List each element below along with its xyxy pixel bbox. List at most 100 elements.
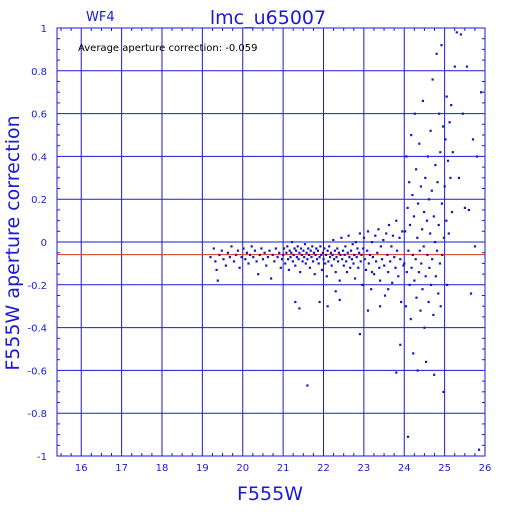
data-point: [328, 245, 331, 248]
chart-title: lmc_u65007: [210, 7, 326, 29]
data-point: [416, 236, 419, 239]
data-point: [437, 223, 440, 227]
data-point: [302, 249, 305, 252]
data-point: [299, 271, 302, 274]
data-point: [451, 151, 454, 154]
data-point: [410, 266, 413, 269]
data-point: [471, 138, 475, 141]
data-point: [295, 249, 298, 252]
y-tick-label: 1: [41, 24, 47, 35]
data-point: [409, 318, 412, 321]
data-point: [439, 151, 442, 154]
data-point: [286, 245, 289, 248]
data-point: [307, 247, 310, 250]
data-point: [417, 202, 420, 205]
data-point: [377, 228, 380, 231]
data-point: [410, 134, 413, 137]
data-point: [308, 266, 311, 269]
y-tick-label: -0.8: [27, 409, 47, 420]
data-point: [247, 262, 250, 265]
data-point: [257, 273, 260, 276]
data-point: [342, 264, 345, 267]
data-point: [263, 251, 266, 254]
x-tick-label: 17: [115, 463, 128, 474]
data-point: [303, 256, 306, 259]
data-point: [389, 260, 392, 263]
data-point: [255, 260, 258, 263]
data-point: [316, 258, 319, 261]
x-tick-label: 21: [277, 463, 290, 474]
data-point: [379, 245, 382, 248]
data-point: [371, 256, 374, 259]
data-point: [387, 223, 391, 227]
data-point: [338, 298, 341, 301]
data-point: [301, 260, 304, 263]
data-point: [336, 247, 339, 250]
data-point: [425, 219, 429, 222]
data-point: [391, 281, 394, 284]
data-point: [477, 448, 481, 451]
data-point: [439, 305, 442, 308]
data-point: [381, 258, 384, 261]
data-point: [317, 262, 320, 265]
data-point: [431, 78, 434, 81]
data-point: [366, 230, 370, 233]
data-point: [230, 245, 233, 248]
data-point: [469, 292, 473, 295]
data-point: [438, 112, 441, 115]
data-point: [352, 262, 355, 265]
data-point: [480, 91, 483, 94]
data-point: [308, 253, 311, 256]
data-point: [350, 258, 353, 261]
data-point: [473, 245, 477, 248]
data-point: [236, 249, 240, 252]
data-point: [435, 52, 438, 55]
data-point: [250, 245, 253, 248]
y-tick-label: 0.6: [31, 110, 47, 121]
data-point: [335, 256, 338, 259]
data-point: [216, 279, 219, 282]
data-point: [278, 251, 281, 254]
data-point: [245, 251, 248, 254]
x-tick-label: 22: [317, 463, 330, 474]
data-point: [320, 268, 324, 271]
panel-label: WF4: [86, 10, 115, 25]
data-point: [349, 249, 353, 252]
data-point: [276, 256, 279, 259]
data-point: [321, 251, 324, 254]
data-point: [419, 309, 422, 312]
data-point: [446, 283, 449, 286]
data-point: [291, 260, 294, 263]
data-point: [306, 258, 309, 261]
data-point: [379, 305, 382, 308]
data-point: [358, 333, 361, 336]
data-point: [349, 266, 352, 269]
data-point: [346, 251, 349, 254]
data-point: [399, 343, 402, 346]
x-tick-label: 24: [398, 463, 411, 474]
data-point: [290, 251, 293, 254]
data-point: [323, 247, 326, 250]
data-point: [300, 253, 303, 256]
data-point: [396, 249, 399, 252]
data-point: [402, 264, 405, 267]
data-point: [297, 258, 300, 261]
tick-labels: 16 17 18 19 20 21 22 23 24 25 26 -1 -0.8 -0.6 -0.4 -0.2…: [27, 24, 491, 474]
data-point: [449, 176, 452, 179]
data-point: [434, 164, 437, 167]
data-point: [354, 277, 357, 280]
data-point: [395, 219, 398, 222]
data-point: [432, 215, 435, 218]
data-point: [437, 292, 440, 295]
data-point: [329, 251, 332, 254]
data-point: [415, 168, 418, 171]
data-point: [295, 256, 298, 259]
data-point: [316, 249, 319, 252]
data-point: [324, 262, 327, 265]
data-point: [234, 253, 238, 256]
data-point: [270, 277, 273, 280]
data-point: [315, 247, 318, 250]
data-point: [465, 65, 468, 68]
